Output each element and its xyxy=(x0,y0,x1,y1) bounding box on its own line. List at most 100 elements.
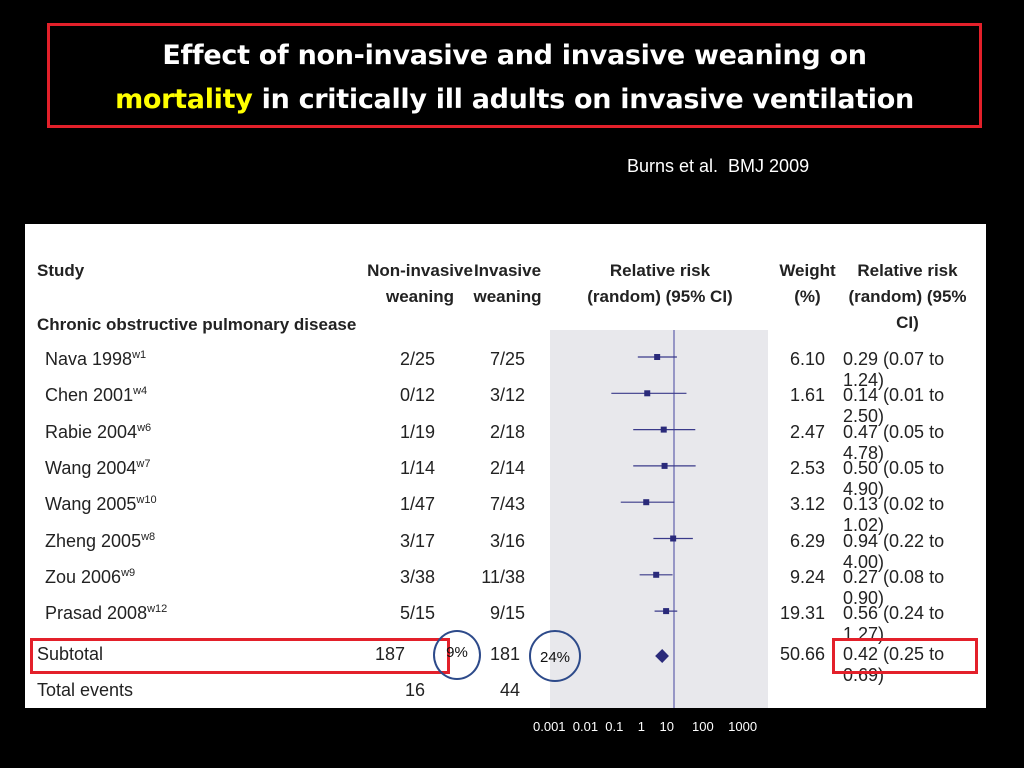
total-events-invasive: 44 xyxy=(499,680,520,700)
header-weight: Weight (%) xyxy=(770,258,845,310)
subtotal-weight: 50.66 xyxy=(779,644,825,664)
forest-plot-panel: Study Non-invasive weaning Invasive wean… xyxy=(25,224,986,708)
citation: Burns et al. BMJ 2009 xyxy=(627,156,810,176)
subtotal-invasive: 181 xyxy=(489,644,520,664)
study-ci: 0.50 (0.05 to 4.90) xyxy=(843,457,945,499)
study-name: Zou 2006w9 xyxy=(45,567,135,588)
header-weight-line1: Weight xyxy=(779,261,836,280)
study-name-text: Wang 2005 xyxy=(45,494,137,515)
study-ci: 0.94 (0.22 to 4.00) xyxy=(843,530,945,572)
study-name: Prasad 2008w12 xyxy=(45,603,167,624)
header-rr-text-line2: (random) (95% CI) xyxy=(848,287,967,332)
study-reference: w9 xyxy=(121,566,136,579)
study-name: Chen 2001w4 xyxy=(45,385,147,406)
study-weight: 6.10 xyxy=(789,349,825,369)
subtotal-label: Subtotal xyxy=(37,644,104,664)
study-name-text: Wang 2004 xyxy=(45,457,137,478)
study-name-text: Prasad 2008 xyxy=(45,603,148,624)
point-estimate-marker xyxy=(661,462,668,469)
header-noninvasive: Non-invasive weaning xyxy=(365,258,475,310)
study-name-text: Nava 1998 xyxy=(45,349,133,369)
study-invasive: 3/12 xyxy=(489,385,525,406)
study-weight: 2.47 xyxy=(789,421,825,442)
study-invasive: 9/15 xyxy=(489,603,525,624)
study-name-text: Zou 2006 xyxy=(45,566,122,587)
invasive-percent: 24% xyxy=(539,649,571,666)
subtotal-highlight-box xyxy=(30,638,450,674)
subtotal-ci-highlight-box xyxy=(832,638,978,674)
total-events-noninvasive: 16 xyxy=(404,680,425,700)
study-weight: 1.61 xyxy=(789,385,825,406)
study-name: Wang 2004w7 xyxy=(45,458,150,479)
study-weight: 9.24 xyxy=(789,566,825,587)
point-estimate-marker xyxy=(663,608,670,615)
study-reference: w12 xyxy=(147,603,168,616)
study-ci: 0.14 (0.01 to 2.50) xyxy=(843,385,945,427)
study-noninvasive: 3/38 xyxy=(399,566,435,587)
study-reference: w8 xyxy=(141,530,156,543)
study-weight: 19.31 xyxy=(779,603,825,624)
study-noninvasive: 1/19 xyxy=(399,421,435,442)
header-weight-line2: (%) xyxy=(794,287,821,306)
study-reference: w4 xyxy=(133,385,148,398)
study-invasive: 2/18 xyxy=(489,421,525,442)
forest-plot-svg xyxy=(550,330,768,708)
point-estimate-marker xyxy=(670,535,677,542)
noninvasive-percent: 9% xyxy=(446,644,468,661)
header-rr-plot-line2: (random) (95% CI) xyxy=(587,287,733,306)
study-name-text: Rabie 2004 xyxy=(45,421,138,442)
study-name: Nava 1998w1 xyxy=(45,349,146,370)
plot-background xyxy=(550,330,768,708)
title-frame: Effect of non-invasive and invasive wean… xyxy=(47,23,982,128)
study-invasive: 2/14 xyxy=(489,457,525,478)
study-noninvasive: 3/17 xyxy=(399,530,435,551)
study-noninvasive: 1/47 xyxy=(399,494,435,515)
study-name: Rabie 2004w6 xyxy=(45,422,151,443)
title-highlight: mortality xyxy=(115,84,253,115)
noninvasive-percent-circle: 9% xyxy=(433,630,481,680)
header-noninvasive-line2: weaning xyxy=(385,287,454,306)
title-line-2-rest: in critically ill adults on invasive ven… xyxy=(252,84,915,115)
summary-diamond xyxy=(655,649,669,663)
study-ci: 0.27 (0.08 to 0.90) xyxy=(843,566,945,608)
study-invasive: 3/16 xyxy=(489,530,525,551)
invasive-percent-circle: 24% xyxy=(529,630,581,682)
subtotal-noninvasive: 187 xyxy=(374,644,405,664)
subtotal-ci: 0.42 (0.25 to 0.69) xyxy=(843,644,945,685)
header-invasive: Invasive weaning xyxy=(465,258,550,310)
study-name: Wang 2005w10 xyxy=(45,494,157,515)
title-line-2: mortality in critically ill adults on in… xyxy=(50,84,979,115)
header-rr-plot: Relative risk (random) (95% CI) xyxy=(580,258,740,310)
study-ci: 0.47 (0.05 to 4.78) xyxy=(843,421,945,463)
study-reference: w7 xyxy=(136,457,151,470)
study-noninvasive: 5/15 xyxy=(399,603,435,624)
total-events-label: Total events xyxy=(37,680,134,700)
study-weight: 6.29 xyxy=(789,530,825,551)
point-estimate-marker xyxy=(653,571,660,578)
header-study: Study xyxy=(37,261,85,280)
study-ci: 0.13 (0.02 to 1.02) xyxy=(843,494,945,536)
title-line-1: Effect of non-invasive and invasive wean… xyxy=(162,40,867,71)
study-weight: 3.12 xyxy=(789,494,825,515)
study-reference: w1 xyxy=(132,349,147,361)
point-estimate-marker xyxy=(643,499,650,506)
study-reference: w6 xyxy=(137,421,152,434)
study-invasive: 7/43 xyxy=(489,494,525,515)
study-weight: 2.53 xyxy=(789,457,825,478)
header-invasive-line2: weaning xyxy=(473,287,542,306)
point-estimate-marker xyxy=(644,390,651,397)
study-noninvasive: 0/12 xyxy=(399,385,435,406)
study-noninvasive: 2/25 xyxy=(399,349,435,369)
study-name: Zheng 2005w8 xyxy=(45,531,155,552)
group-label: Chronic obstructive pulmonary disease xyxy=(37,315,357,334)
header-rr-plot-line1: Relative risk xyxy=(609,261,711,280)
x-axis-tick-labels: 0.001 0.01 0.1 1 10 100 1000 xyxy=(533,719,758,734)
study-name-text: Chen 2001 xyxy=(45,385,134,406)
study-invasive: 7/25 xyxy=(489,349,525,369)
study-noninvasive: 1/14 xyxy=(399,457,435,478)
study-ci: 0.29 (0.07 to 1.24) xyxy=(843,349,945,390)
study-reference: w10 xyxy=(136,494,157,507)
header-invasive-line1: Invasive xyxy=(473,261,542,280)
study-name-text: Zheng 2005 xyxy=(45,530,142,551)
header-noninvasive-line1: Non-invasive xyxy=(367,261,473,280)
